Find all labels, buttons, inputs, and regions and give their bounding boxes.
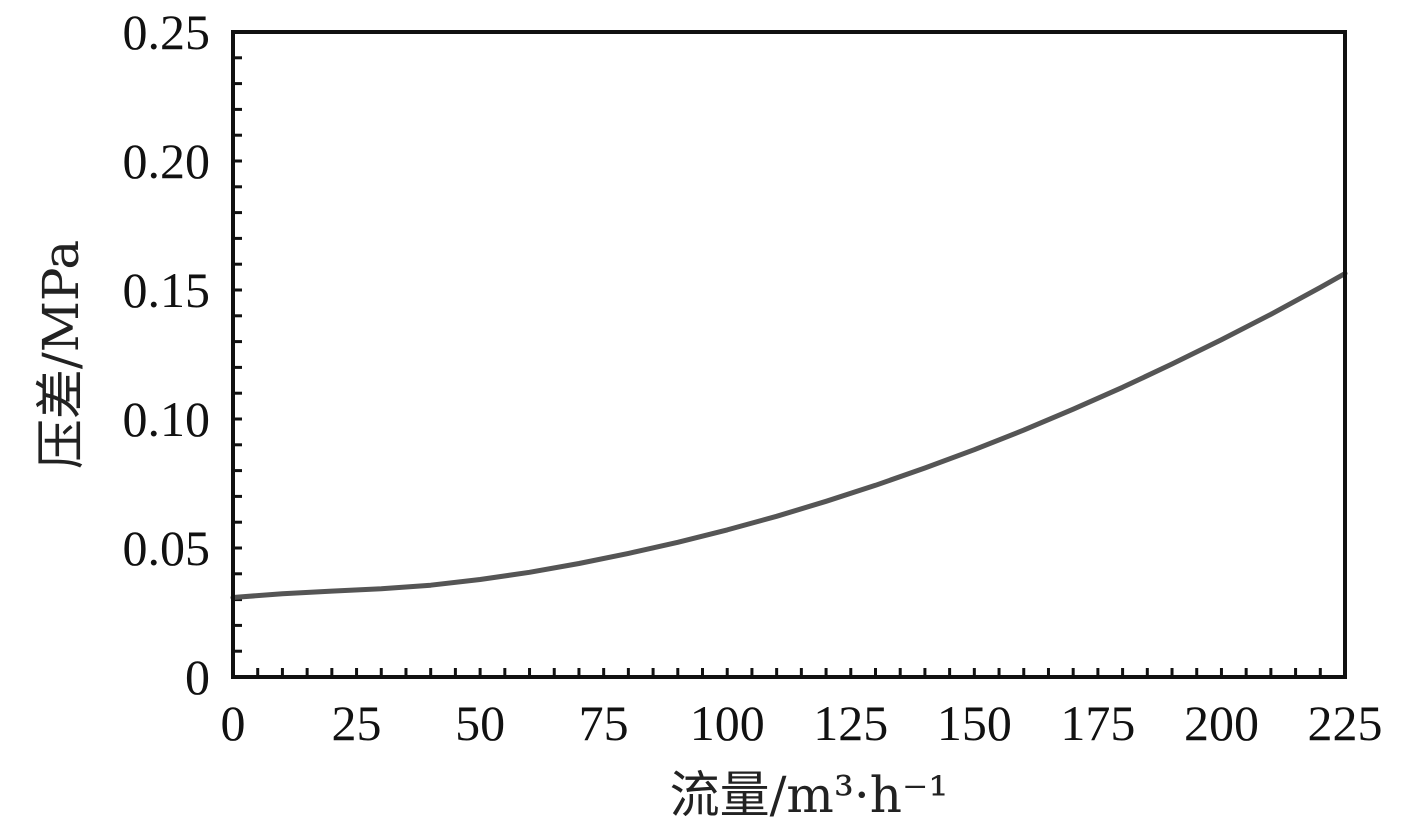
y-tick-label: 0.05 [123,520,211,576]
y-tick-label: 0 [185,649,210,705]
x-tick-label: 75 [579,695,629,751]
x-axis-title: 流量/m³·h⁻¹ [670,766,949,824]
y-tick-label: 0.15 [123,262,211,318]
x-tick-label: 0 [221,695,246,751]
x-tick-label: 150 [937,695,1012,751]
y-axis-title: 压差/MPa [32,240,90,469]
x-tick-labels: 0 25 50 75 100 125 150 175 200 225 [221,695,1383,751]
x-tick-label: 200 [1184,695,1259,751]
y-tick-label: 0.10 [123,391,211,447]
y-tick-label: 0.25 [123,4,211,60]
y-tick-labels: 0 0.05 0.10 0.15 0.20 0.25 [123,4,211,705]
x-tick-label: 125 [813,695,888,751]
minor-ticks [233,56,1322,677]
x-tick-label: 100 [690,695,765,751]
x-tick-label: 25 [332,695,382,751]
x-tick-label: 50 [455,695,505,751]
y-tick-label: 0.20 [123,133,211,189]
x-tick-label: 225 [1308,695,1383,751]
series-line [230,271,1348,600]
plot-lines [230,271,1348,600]
plot-frame [231,30,1347,679]
x-tick-label: 175 [1060,695,1135,751]
